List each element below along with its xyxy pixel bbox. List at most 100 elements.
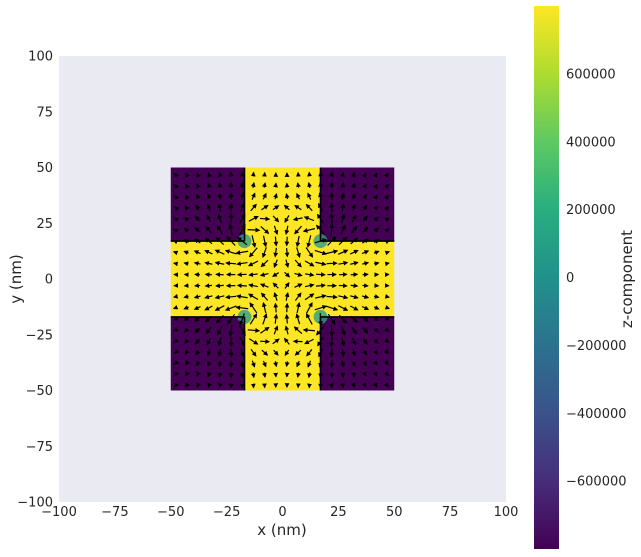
vector-arrow (340, 360, 346, 368)
vector-arrow (383, 172, 389, 178)
vector-arrow (284, 313, 290, 324)
vector-arrow (250, 360, 256, 368)
vector-arrow (350, 315, 358, 323)
vector-arrow (225, 260, 237, 266)
vector-arrow (217, 360, 223, 368)
x-axis-label: x (nm) (257, 521, 306, 539)
vector-arrow (383, 194, 389, 201)
vector-arrow (185, 371, 190, 377)
vector-arrow (174, 371, 179, 377)
vector-arrow (172, 250, 179, 256)
vector-arrow (273, 302, 279, 313)
vector-arrow (340, 192, 346, 200)
vector-arrow (205, 226, 212, 234)
vector-arrow (296, 182, 301, 188)
vector-arrow (185, 382, 190, 388)
vector-arrow (372, 183, 378, 190)
vector-arrow (350, 294, 359, 300)
vector-arrow (204, 305, 213, 311)
vector-arrow (284, 215, 290, 223)
vector-arrow (236, 236, 248, 246)
vector-arrow (373, 294, 380, 299)
vector-arrow (273, 236, 279, 247)
vector-arrow (172, 239, 179, 245)
vector-arrow (373, 327, 379, 333)
vector-arrow (224, 249, 237, 255)
vector-arrow (204, 283, 213, 289)
x-tick-label: −100 (41, 505, 77, 520)
vector-arrow (172, 304, 179, 310)
vector-arrow (250, 348, 257, 357)
vector-arrow (351, 193, 356, 200)
vector-arrow (195, 204, 201, 211)
vector-arrow (193, 261, 201, 266)
vector-arrow (173, 326, 179, 332)
vector-arrow (315, 224, 325, 235)
vector-arrow (362, 350, 367, 356)
vector-arrow (273, 192, 278, 200)
vector-arrow (361, 305, 370, 311)
vector-arrow (239, 213, 246, 224)
vector-arrow (350, 237, 359, 245)
vector-arrow (338, 236, 348, 246)
vector-arrow (306, 235, 312, 248)
y-tick-label: −100 (17, 496, 53, 511)
vector-field (172, 171, 391, 389)
vector-arrow (384, 261, 390, 267)
vector-arrow (350, 225, 358, 234)
vector-arrow (260, 326, 270, 334)
vector-arrow (315, 261, 327, 267)
vector-arrow (250, 181, 256, 188)
vector-arrow (349, 305, 359, 311)
vector-arrow (338, 260, 349, 266)
vector-arrow (235, 250, 249, 255)
x-tick-label: 0 (278, 505, 286, 520)
vector-arrow (260, 339, 271, 344)
vector-arrow (261, 372, 267, 378)
colorbar-tick-label: 0 (566, 271, 574, 286)
colorbar-tick-label: 400000 (566, 135, 616, 150)
vector-arrow (305, 272, 315, 277)
vector-arrow (193, 294, 201, 299)
vector-arrow (204, 237, 213, 245)
vector-arrow (351, 326, 357, 335)
vector-arrow (174, 183, 179, 190)
vector-arrow (206, 214, 212, 223)
vector-arrow (240, 202, 245, 212)
vector-arrow (196, 382, 201, 388)
region-horizontal-bar-5 (170, 241, 395, 317)
vector-arrow (316, 325, 325, 336)
vector-arrow (272, 215, 280, 223)
vector-arrow (207, 372, 212, 378)
vector-arrow (384, 338, 390, 344)
vector-arrow (362, 283, 369, 288)
vector-arrow (206, 361, 212, 367)
vector-arrow (304, 293, 315, 301)
vector-arrow (284, 247, 290, 258)
vector-arrow (327, 235, 337, 246)
vector-arrow (183, 305, 189, 310)
vector-arrow (284, 282, 290, 289)
vector-arrow (307, 360, 312, 368)
vector-arrow (361, 371, 367, 377)
vector-arrow (240, 348, 245, 358)
vector-arrow (362, 226, 369, 233)
vector-arrow (273, 259, 278, 268)
vector-arrow (214, 294, 225, 300)
vector-arrow (361, 382, 367, 388)
vector-arrow (284, 325, 290, 335)
vector-arrow (196, 193, 201, 200)
vector-arrow (261, 204, 269, 211)
vector-arrow (204, 315, 213, 323)
vector-arrow (273, 225, 279, 236)
vector-arrow (250, 372, 256, 379)
vector-arrow (174, 382, 179, 388)
vector-arrow (184, 338, 190, 344)
vector-arrow (206, 193, 212, 200)
vector-arrow (362, 327, 369, 334)
vector-arrow (247, 328, 261, 333)
vector-arrow (273, 247, 279, 258)
vector-arrow (194, 227, 201, 233)
x-tick-label: 75 (442, 505, 459, 520)
vector-arrow (259, 216, 271, 222)
